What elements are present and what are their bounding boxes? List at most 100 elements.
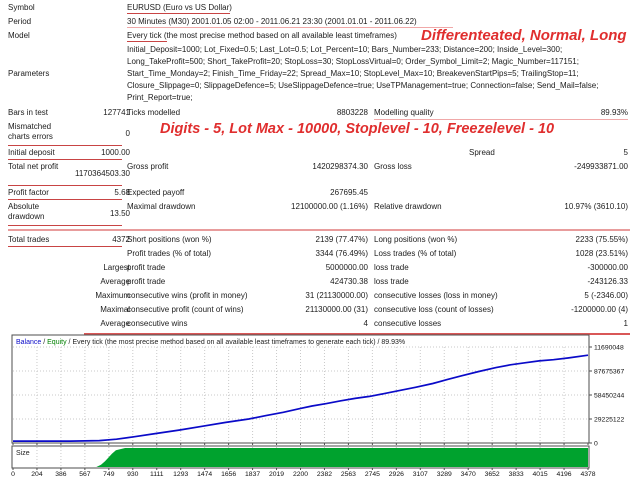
- stat-value: 8803228: [336, 108, 368, 117]
- stat-value: 89.93%: [600, 108, 628, 117]
- annotation-model-note: Differenteated, Normal, Long: [421, 27, 627, 44]
- stat-label: profit trade: [127, 263, 166, 272]
- stat-row-largest-trade: Largest profit trade 5000000.00 loss trade -…: [8, 262, 632, 276]
- stat-value: 10.97% (3610.10): [564, 202, 628, 211]
- stat-label: Maximal drawdown: [127, 202, 196, 211]
- x-axis-tick-label: 1111: [150, 471, 164, 478]
- stat-label: consecutive wins: [127, 319, 188, 328]
- x-axis-tick-label: 204: [31, 471, 43, 478]
- parameters-line: Closure_Slippage=0; SlippageDefence=5; U…: [127, 81, 599, 90]
- x-axis-tick-label: 3107: [413, 471, 428, 478]
- stat-label: Gross loss: [374, 162, 412, 171]
- stat-label: loss trade: [374, 277, 409, 286]
- period-underline: [127, 27, 453, 28]
- parameters-line: Print_Report=true;: [127, 93, 193, 102]
- separator-line: [8, 225, 122, 226]
- stat-label: Short positions (won %): [127, 235, 212, 244]
- symbol-underline: [127, 13, 230, 14]
- annotation-digits-note: Digits - 5, Lot Max - 10000, Stoplevel -…: [160, 121, 555, 137]
- model-value: Every tick (the most precise method base…: [127, 31, 397, 40]
- stat-value: 21130000.00 (31): [305, 305, 368, 314]
- stat-row-profit-loss-trades: Profit trades (% of total) 3344 (76.49%) L…: [8, 248, 632, 262]
- stat-value: Average: [100, 277, 130, 286]
- x-axis-tick-label: 386: [55, 471, 67, 478]
- stats-table: Bars in test 127741 Ticks modelled 8803228 M…: [0, 107, 640, 335]
- separator-line: [8, 229, 630, 231]
- stat-label: loss trade: [374, 263, 409, 272]
- x-axis-tick-label: 1656: [221, 471, 236, 478]
- balance-equity-graph: 0 204 386 567 749 930 1111 1293 1474 1656 1837 2019…: [11, 334, 624, 478]
- stat-label: Mismatched charts errors: [8, 122, 53, 141]
- stat-value: -1200000.00 (4): [571, 305, 628, 314]
- x-axis-tick-label: 3652: [485, 471, 500, 478]
- stat-label: consecutive losses (loss in money): [374, 291, 498, 300]
- balance-equity-chart: 0 204 386 567 749 930 1111 1293 1474 1656 1837 2019…: [0, 330, 640, 480]
- stat-value: 5 (-2346.00): [584, 291, 628, 300]
- x-axis-tick-label: 3470: [461, 471, 476, 478]
- separator-line: [8, 159, 122, 160]
- stat-label: Profit factor: [8, 188, 49, 197]
- x-axis-tick-label: 1293: [173, 471, 188, 478]
- stat-value: 1170364503.30: [74, 169, 130, 178]
- x-axis-tick-label: 2382: [317, 471, 332, 478]
- stat-value: 4: [363, 319, 368, 328]
- stat-row-bars-ticks-quality: Bars in test 127741 Ticks modelled 8803228 M…: [8, 107, 632, 121]
- stat-value: 12100000.00 (1.16%): [291, 202, 368, 211]
- stat-row-average-trade: Average profit trade 424730.38 loss trade -2…: [8, 276, 632, 290]
- stat-value: 267695.45: [330, 188, 368, 197]
- stat-label: Relative drawdown: [374, 202, 442, 211]
- stat-value: 4372: [112, 235, 130, 244]
- stat-label: Absolute drawdown: [8, 202, 45, 221]
- separator-line: [8, 199, 122, 200]
- stat-value: 1: [623, 319, 628, 328]
- stat-value: 424730.38: [330, 277, 368, 286]
- stat-label: Ticks modelled: [127, 108, 181, 117]
- x-axis-tick-label: 567: [79, 471, 91, 478]
- stat-label: Total net profit: [8, 162, 59, 171]
- y-axis-tick-label: 11690048: [594, 345, 624, 352]
- x-axis-tick-label: 0: [11, 471, 15, 478]
- stat-label: Spread: [469, 148, 495, 157]
- chart-legend: Balance / Equity / Every tick (the most …: [16, 339, 405, 346]
- stat-row-maximum-consecutive: Maximum consecutive wins (profit in money…: [8, 290, 632, 304]
- stat-value: 0: [125, 129, 130, 138]
- y-axis-tick-label: 87675367: [594, 369, 624, 376]
- stat-label: Long positions (won %): [374, 235, 458, 244]
- stat-label: Initial deposit: [8, 148, 55, 157]
- stat-label: Profit trades (% of total): [127, 249, 212, 258]
- stat-value: 13.50: [109, 209, 130, 218]
- stat-label: Loss trades (% of total): [374, 249, 457, 258]
- stat-value: 5: [623, 148, 628, 157]
- stat-value: Largest: [103, 263, 130, 272]
- stat-value: Maximal: [100, 305, 130, 314]
- stat-label: Modelling quality: [374, 108, 434, 117]
- period-label: Period: [8, 17, 32, 26]
- parameters-line: Start_Time_Monday=2; Finish_Time_Friday=…: [127, 69, 579, 78]
- separator-line: [8, 246, 122, 247]
- stat-row-mismatched-charts-errors: Mismatched charts errors 0: [8, 121, 632, 147]
- size-panel-border: [11, 445, 590, 469]
- stat-value: 1000.00: [101, 148, 130, 157]
- stat-label: consecutive wins (profit in money): [127, 291, 248, 300]
- size-panel-label: Size: [16, 450, 30, 457]
- stat-value: 3344 (76.49%): [315, 249, 368, 258]
- separator-line: [84, 333, 630, 335]
- stat-value: 127741: [103, 108, 130, 117]
- x-axis-tick-label: 2926: [389, 471, 404, 478]
- stat-row-total-trades-positions: Total trades 4372 Short positions (won %) 2…: [8, 234, 632, 248]
- stat-value: 5000000.00: [325, 263, 368, 272]
- x-axis-tick-label: 749: [103, 471, 115, 478]
- x-axis-tick-label: 1474: [197, 471, 212, 478]
- x-axis-tick-label: 3289: [437, 471, 452, 478]
- stat-label: consecutive profit (count of wins): [127, 305, 244, 314]
- parameters-line: Initial_Deposit=1000; Lot_Fixed=0.5; Las…: [127, 45, 563, 54]
- stat-value: -249933871.00: [574, 162, 628, 171]
- y-axis-tick-label: 58450244: [594, 393, 624, 400]
- x-axis-tick-label: 2200: [293, 471, 308, 478]
- stat-label: Expected payoff: [127, 188, 185, 197]
- x-axis-tick-label: 4196: [556, 471, 571, 478]
- balance-line: [13, 354, 589, 442]
- stat-value: 2139 (77.47%): [315, 235, 368, 244]
- parameters-line: Long_TakeProfit=500; Short_TakeProfit=20…: [127, 57, 579, 66]
